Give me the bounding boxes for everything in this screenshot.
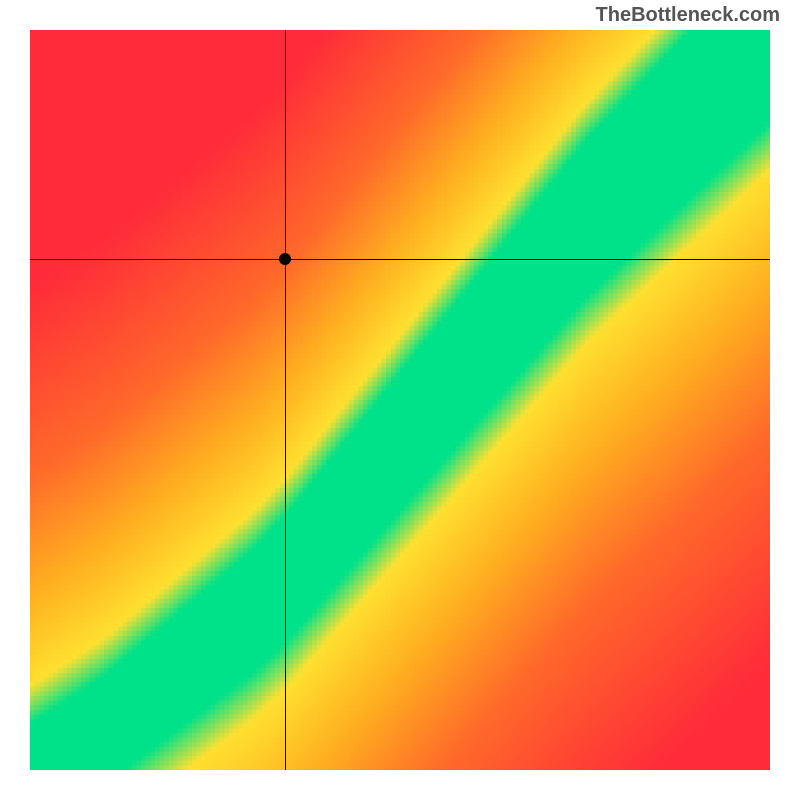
crosshair-horizontal [30, 259, 770, 260]
heatmap-canvas [30, 30, 770, 770]
heatmap-chart [30, 30, 770, 770]
crosshair-vertical [285, 30, 286, 770]
watermark-text: TheBottleneck.com [596, 4, 780, 27]
marker-dot [279, 253, 291, 265]
